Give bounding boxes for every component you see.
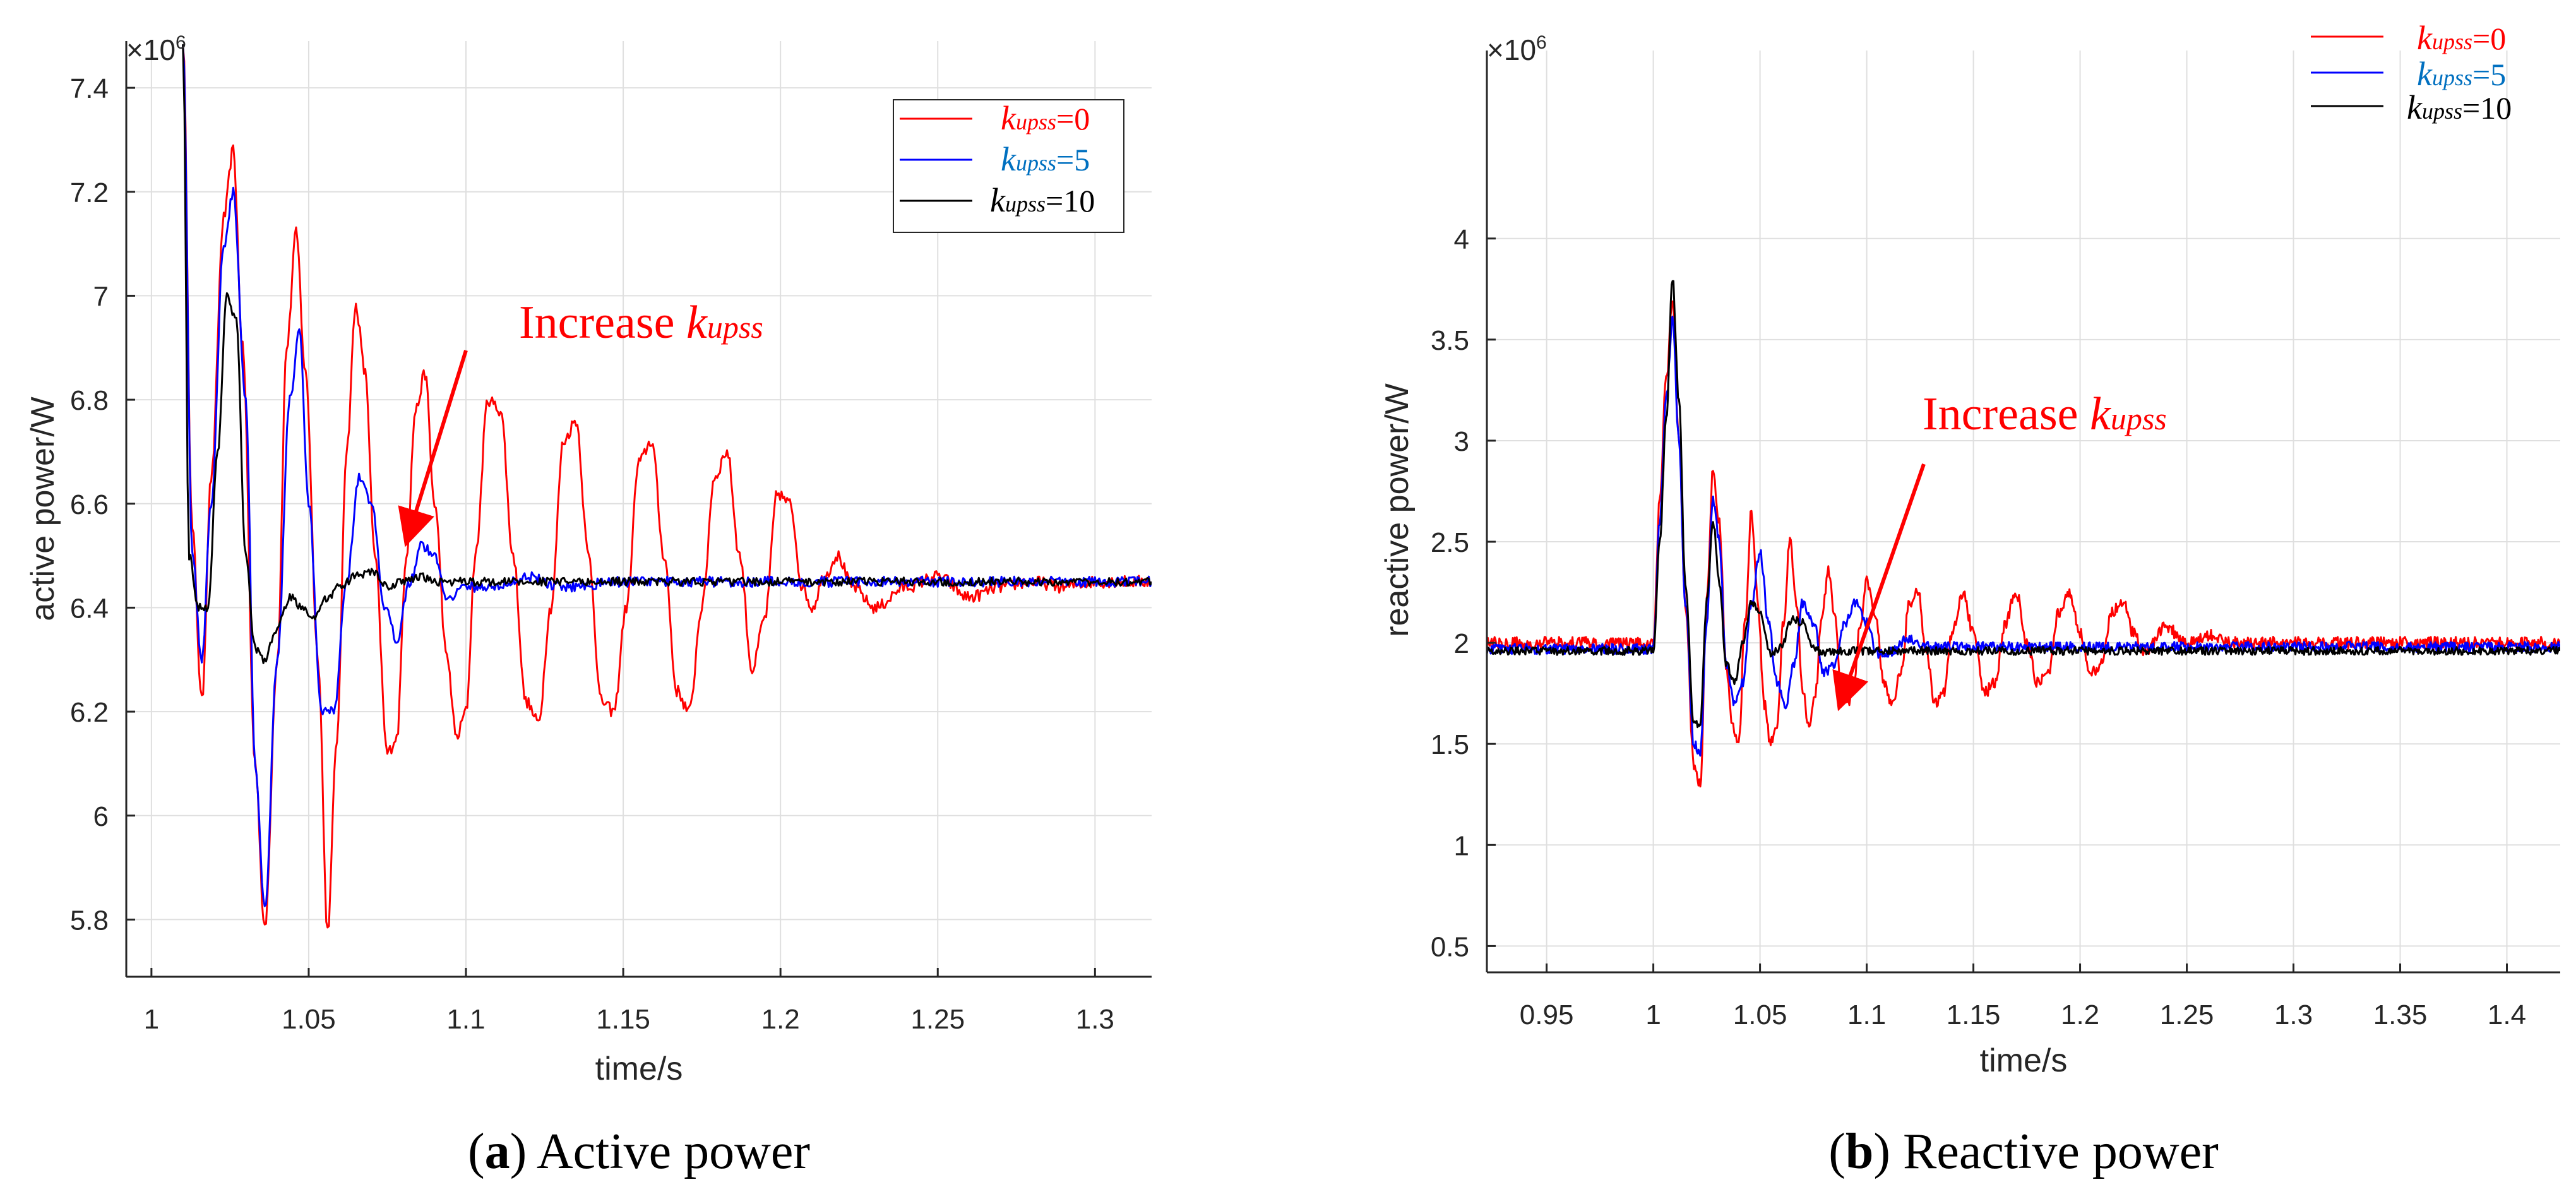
x-axis-label: time/s: [595, 1051, 683, 1087]
y-tick-label: 4: [1454, 224, 1469, 255]
annotation-increase-kupss: Increase kupss: [519, 297, 763, 349]
x-tick-label: 1.3: [2274, 999, 2313, 1030]
annotation-arrow: [398, 350, 468, 547]
x-tick-label: 1: [144, 1004, 159, 1035]
legend-value: =5: [1056, 142, 1090, 177]
y-tick-label: 6.8: [70, 385, 109, 416]
y-tick-label: 0.5: [1431, 931, 1469, 962]
x-tick-label: 1.15: [1947, 999, 2001, 1030]
series-lines: [1487, 280, 2560, 788]
legend-subscript: upss: [2432, 29, 2472, 54]
legend-label-kupss-0: kupss=0: [1001, 99, 1090, 137]
y-tick-label: 2.5: [1431, 527, 1469, 558]
y-tick-label: 3.5: [1431, 325, 1469, 356]
legend-value: =0: [2472, 21, 2506, 56]
chart-active-power: 1 1.05 1.1 1.15 1.2 1.25 1.3 5.8 6 6.2 6.4 6.6 6.8 7 7…: [25, 32, 1152, 1179]
y-exponent-label: ×106: [1487, 32, 1547, 66]
chart-reactive-power: 0.95 1 1.05 1.1 1.15 1.2 1.25 1.3 1.35 1.4 0.5 1 1.5…: [1379, 19, 2560, 1179]
legend-value: =10: [2462, 90, 2512, 126]
series-line-kupss-10: [182, 44, 1152, 664]
legend-subscript: upss: [1016, 109, 1056, 134]
y-axis-label: reactive power/W: [1379, 383, 1416, 637]
y-tick-label: 7: [93, 281, 109, 312]
x-tick-label: 1.35: [2373, 999, 2428, 1030]
x-tick-label: 1.05: [1733, 999, 1787, 1030]
x-tick-label: 1.1: [1847, 999, 1886, 1030]
y-tick-label: 7.4: [70, 73, 109, 104]
annotation-arrow: [1832, 463, 1926, 712]
y-tick-label: 6.4: [70, 593, 109, 624]
x-tick-label: 1.2: [2061, 999, 2099, 1030]
gridlines: [1487, 51, 2560, 972]
series-line-kupss-10: [1487, 280, 2560, 729]
ticks: 0.95 1 1.05 1.1 1.15 1.2 1.25 1.3 1.35 1.4 0.5 1 1.5…: [1431, 224, 2526, 1030]
y-tick-label: 1: [1454, 830, 1469, 861]
y-exponent-label: ×106: [126, 32, 186, 66]
y-tick-label: 5.8: [70, 905, 109, 936]
legend-label-kupss-5: kupss=5: [2417, 55, 2506, 93]
x-tick-label: 1.15: [596, 1004, 650, 1035]
x-tick-label: 0.95: [1520, 999, 1574, 1030]
gridlines: [126, 41, 1152, 977]
x-tick-label: 1.25: [2160, 999, 2214, 1030]
legend-subscript: upss: [1016, 150, 1056, 176]
ticks: 1 1.05 1.1 1.15 1.2 1.25 1.3 5.8 6 6.2 6.4 6.6 6.8 7 7…: [70, 73, 1114, 1035]
legend-value: =10: [1046, 183, 1095, 218]
legend-label-kupss-10: kupss=10: [2407, 88, 2512, 126]
x-axis-label: time/s: [1980, 1042, 2068, 1079]
caption-b: (b) Reactive power: [1828, 1124, 2219, 1179]
series-line-kupss-5: [1487, 315, 2560, 757]
legend-label-kupss-10: kupss=10: [990, 181, 1095, 219]
x-tick-label: 1.25: [910, 1004, 965, 1035]
x-tick-label: 1.4: [2488, 999, 2526, 1030]
series-line-kupss-5: [182, 45, 1152, 907]
y-axis-label: active power/W: [25, 397, 61, 621]
y-tick-label: 2: [1454, 628, 1469, 659]
x-tick-label: 1.1: [446, 1004, 485, 1035]
x-tick-label: 1: [1645, 999, 1661, 1030]
legend: kupss=0 kupss=5 kupss=10: [893, 99, 1124, 233]
legend-subscript: upss: [2432, 65, 2472, 90]
legend-label-kupss-5: kupss=5: [1001, 140, 1090, 178]
caption-a: (a) Active power: [468, 1124, 810, 1179]
legend-box: [893, 99, 1124, 233]
legend-subscript: upss: [1005, 191, 1046, 217]
x-tick-label: 1.2: [761, 1004, 800, 1035]
legend-value: =5: [2472, 57, 2506, 92]
legend-subscript: upss: [2422, 98, 2462, 124]
y-tick-label: 3: [1454, 426, 1469, 457]
y-tick-label: 1.5: [1431, 729, 1469, 760]
x-tick-label: 1.3: [1076, 1004, 1114, 1035]
y-tick-label: 7.2: [70, 177, 109, 208]
annotation-increase-kupss: Increase kupss: [1923, 388, 2167, 440]
legend-value: =0: [1056, 101, 1090, 136]
legend-label-kupss-0: kupss=0: [2417, 19, 2506, 57]
legend: kupss=0 kupss=5 kupss=10: [2311, 19, 2512, 126]
series-lines: [182, 44, 1152, 929]
y-tick-label: 6: [93, 801, 109, 832]
plot-area: [1487, 51, 2560, 972]
y-tick-label: 6.6: [70, 489, 109, 520]
x-tick-label: 1.05: [282, 1004, 336, 1035]
y-tick-label: 6.2: [70, 697, 109, 728]
